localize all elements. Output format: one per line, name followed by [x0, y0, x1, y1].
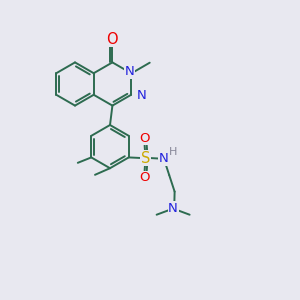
Text: S: S [140, 151, 150, 166]
Text: N: N [168, 202, 178, 214]
Text: O: O [106, 32, 118, 46]
Text: N: N [136, 89, 146, 102]
Text: N: N [159, 152, 169, 165]
Text: H: H [169, 147, 177, 157]
Text: O: O [140, 171, 150, 184]
Text: N: N [125, 65, 134, 79]
Text: O: O [140, 132, 150, 145]
